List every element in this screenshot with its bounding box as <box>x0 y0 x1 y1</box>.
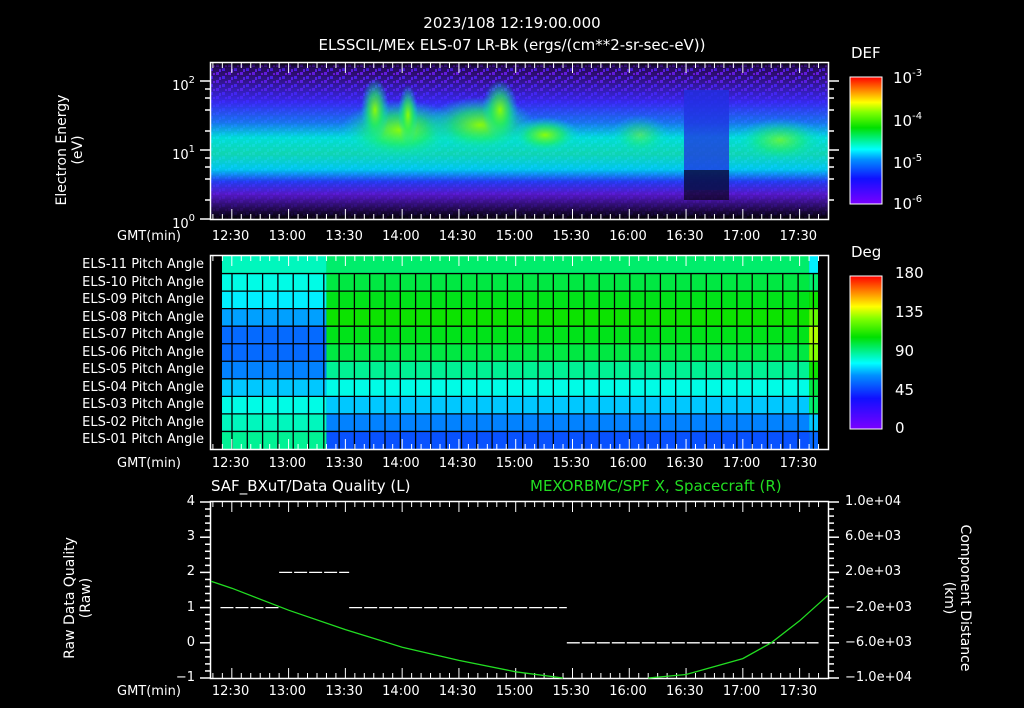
time-tick-label: 16:30 <box>666 684 704 699</box>
panel3-left-title: SAF_BXuT/Data Quality (L) <box>211 477 411 495</box>
panel3-time-ticks <box>212 502 820 678</box>
time-tick-label: 14:00 <box>382 456 420 471</box>
panel3-left-ylabel-line1: Raw Data Quality <box>62 537 78 659</box>
time-tick-label: 13:30 <box>325 456 363 471</box>
time-tick-label: 15:30 <box>552 229 590 244</box>
panel2-time-ticks <box>212 256 820 449</box>
panel3-left-ytick: 2 <box>186 564 195 580</box>
panel2-frame <box>209 254 830 451</box>
panel3-y-ticks <box>200 501 839 679</box>
deg-tick-90: 90 <box>895 342 915 360</box>
pitch-angle-row-label: ELS-09 Pitch Angle <box>82 292 204 308</box>
panel2-time-label: GMT(min) <box>117 456 181 471</box>
panel3-left-ylabel-line2: (Raw) <box>78 577 94 619</box>
panel3-right-ytick: −6.0e+03 <box>845 634 912 650</box>
panel3-right-ytick: 6.0e+03 <box>845 529 902 545</box>
def-tick-1e-5: 10-5 <box>893 153 923 172</box>
time-tick-label: 16:00 <box>609 456 647 471</box>
time-tick-label: 17:30 <box>779 229 818 244</box>
pitch-angle-row-label: ELS-04 Pitch Angle <box>82 379 204 395</box>
def-colorbar-title: DEF <box>851 44 881 62</box>
deg-colorbar-title: Deg <box>851 243 882 261</box>
plot-timestamp: 2023/108 12:19:00.000 <box>423 14 601 32</box>
panel3-right-ytick: −1.0e+04 <box>845 670 912 685</box>
time-tick-label: 14:30 <box>438 684 477 699</box>
panel1-frame <box>209 61 830 221</box>
time-tick-label: 13:00 <box>268 229 307 244</box>
pitch-angle-row-label: ELS-08 Pitch Angle <box>82 309 204 325</box>
panel3-left-ytick: −1 <box>175 670 195 685</box>
def-tick-1e-4: 10-4 <box>893 111 923 130</box>
pitch-angle-row-label: ELS-05 Pitch Angle <box>82 362 204 378</box>
orbit-x-line <box>210 580 564 679</box>
time-tick-label: 16:00 <box>609 684 647 699</box>
panel3-left-ytick: 4 <box>186 494 195 509</box>
pitch-angle-row-label: ELS-10 Pitch Angle <box>82 274 204 290</box>
data-quality-line <box>220 571 819 644</box>
panel1-ytick-100: 102 <box>172 75 195 94</box>
time-tick-label: 15:00 <box>495 684 534 699</box>
panel1-ytick-1: 100 <box>172 213 195 232</box>
time-tick-label: 16:30 <box>666 456 704 471</box>
panel3-right-ytick: 1.0e+04 <box>845 494 902 509</box>
time-tick-label: 12:30 <box>211 684 250 699</box>
pitch-angle-row-label: ELS-02 Pitch Angle <box>82 414 204 430</box>
pitch-angle-row-label: ELS-06 Pitch Angle <box>82 344 204 360</box>
panel3-time-label: GMT(min) <box>117 684 181 699</box>
time-tick-label: 17:00 <box>722 456 761 471</box>
time-tick-label: 14:30 <box>438 229 477 244</box>
time-tick-label: 17:00 <box>722 684 761 699</box>
def-tick-1e-3: 10-3 <box>893 68 923 87</box>
plot-subtitle: ELSSCIL/MEx ELS-07 LR-Bk (ergs/(cm**2-sr… <box>318 36 706 54</box>
time-tick-label: 13:00 <box>268 684 307 699</box>
time-tick-label: 14:00 <box>382 684 420 699</box>
pitch-angle-row-label: ELS-03 Pitch Angle <box>82 397 204 413</box>
time-tick-label: 17:00 <box>722 229 761 244</box>
time-tick-label: 17:30 <box>779 684 818 699</box>
pitch-angle-row-label: ELS-11 Pitch Angle <box>82 257 204 272</box>
deg-tick-0: 0 <box>895 419 905 437</box>
time-tick-label: 14:00 <box>382 229 420 244</box>
time-tick-label: 14:30 <box>438 456 477 471</box>
time-tick-label: 12:30 <box>211 456 250 471</box>
panel3-left-ytick: 0 <box>186 634 195 650</box>
time-tick-label: 16:30 <box>666 229 704 244</box>
pitch-angle-grid <box>211 256 828 449</box>
time-tick-label: 13:00 <box>268 456 307 471</box>
pitch-angle-row-label: ELS-01 Pitch Angle <box>82 432 204 448</box>
time-tick-label: 15:30 <box>552 684 590 699</box>
time-tick-label: 12:30 <box>211 229 250 244</box>
deg-tick-180: 180 <box>895 264 924 282</box>
time-tick-label: 17:30 <box>779 456 818 471</box>
deg-tick-45: 45 <box>895 381 915 399</box>
pitch-angle-row-label: ELS-07 Pitch Angle <box>82 327 204 343</box>
panel3-right-ytick: 2.0e+03 <box>845 564 902 580</box>
panel3-right-ylabel-line2: (km) <box>941 581 957 615</box>
def-tick-1e-6: 10-6 <box>893 194 923 213</box>
time-tick-label: 13:30 <box>325 229 363 244</box>
time-tick-label: 15:00 <box>495 229 534 244</box>
panel3-left-ytick: 3 <box>186 529 195 545</box>
energy-spectrogram <box>211 63 828 219</box>
panel1-time-ticks <box>212 63 820 219</box>
orbit-x-line-segment2 <box>648 594 829 679</box>
time-tick-label: 15:00 <box>495 456 534 471</box>
panel1-ytick-10: 101 <box>172 144 195 163</box>
panel3-right-ylabel-line1: Component Distance <box>957 524 973 672</box>
panel3-left-ytick: 1 <box>186 599 195 615</box>
deg-tick-135: 135 <box>895 303 924 321</box>
time-tick-label: 15:30 <box>552 456 590 471</box>
panel3-right-ylabel: Component Distance (km) <box>941 513 973 683</box>
panel3-left-ylabel: Raw Data Quality (Raw) <box>62 518 94 678</box>
time-tick-label: 16:00 <box>609 229 647 244</box>
panel3-frame <box>209 500 830 680</box>
def-colorbar <box>849 76 883 205</box>
panel3-right-ytick: −2.0e+03 <box>845 599 912 615</box>
deg-colorbar <box>849 275 883 430</box>
panel1-time-label: GMT(min) <box>117 229 181 244</box>
panel3-right-title: MEXORBMC/SPF X, Spacecraft (R) <box>530 477 782 495</box>
time-tick-label: 13:30 <box>325 684 363 699</box>
